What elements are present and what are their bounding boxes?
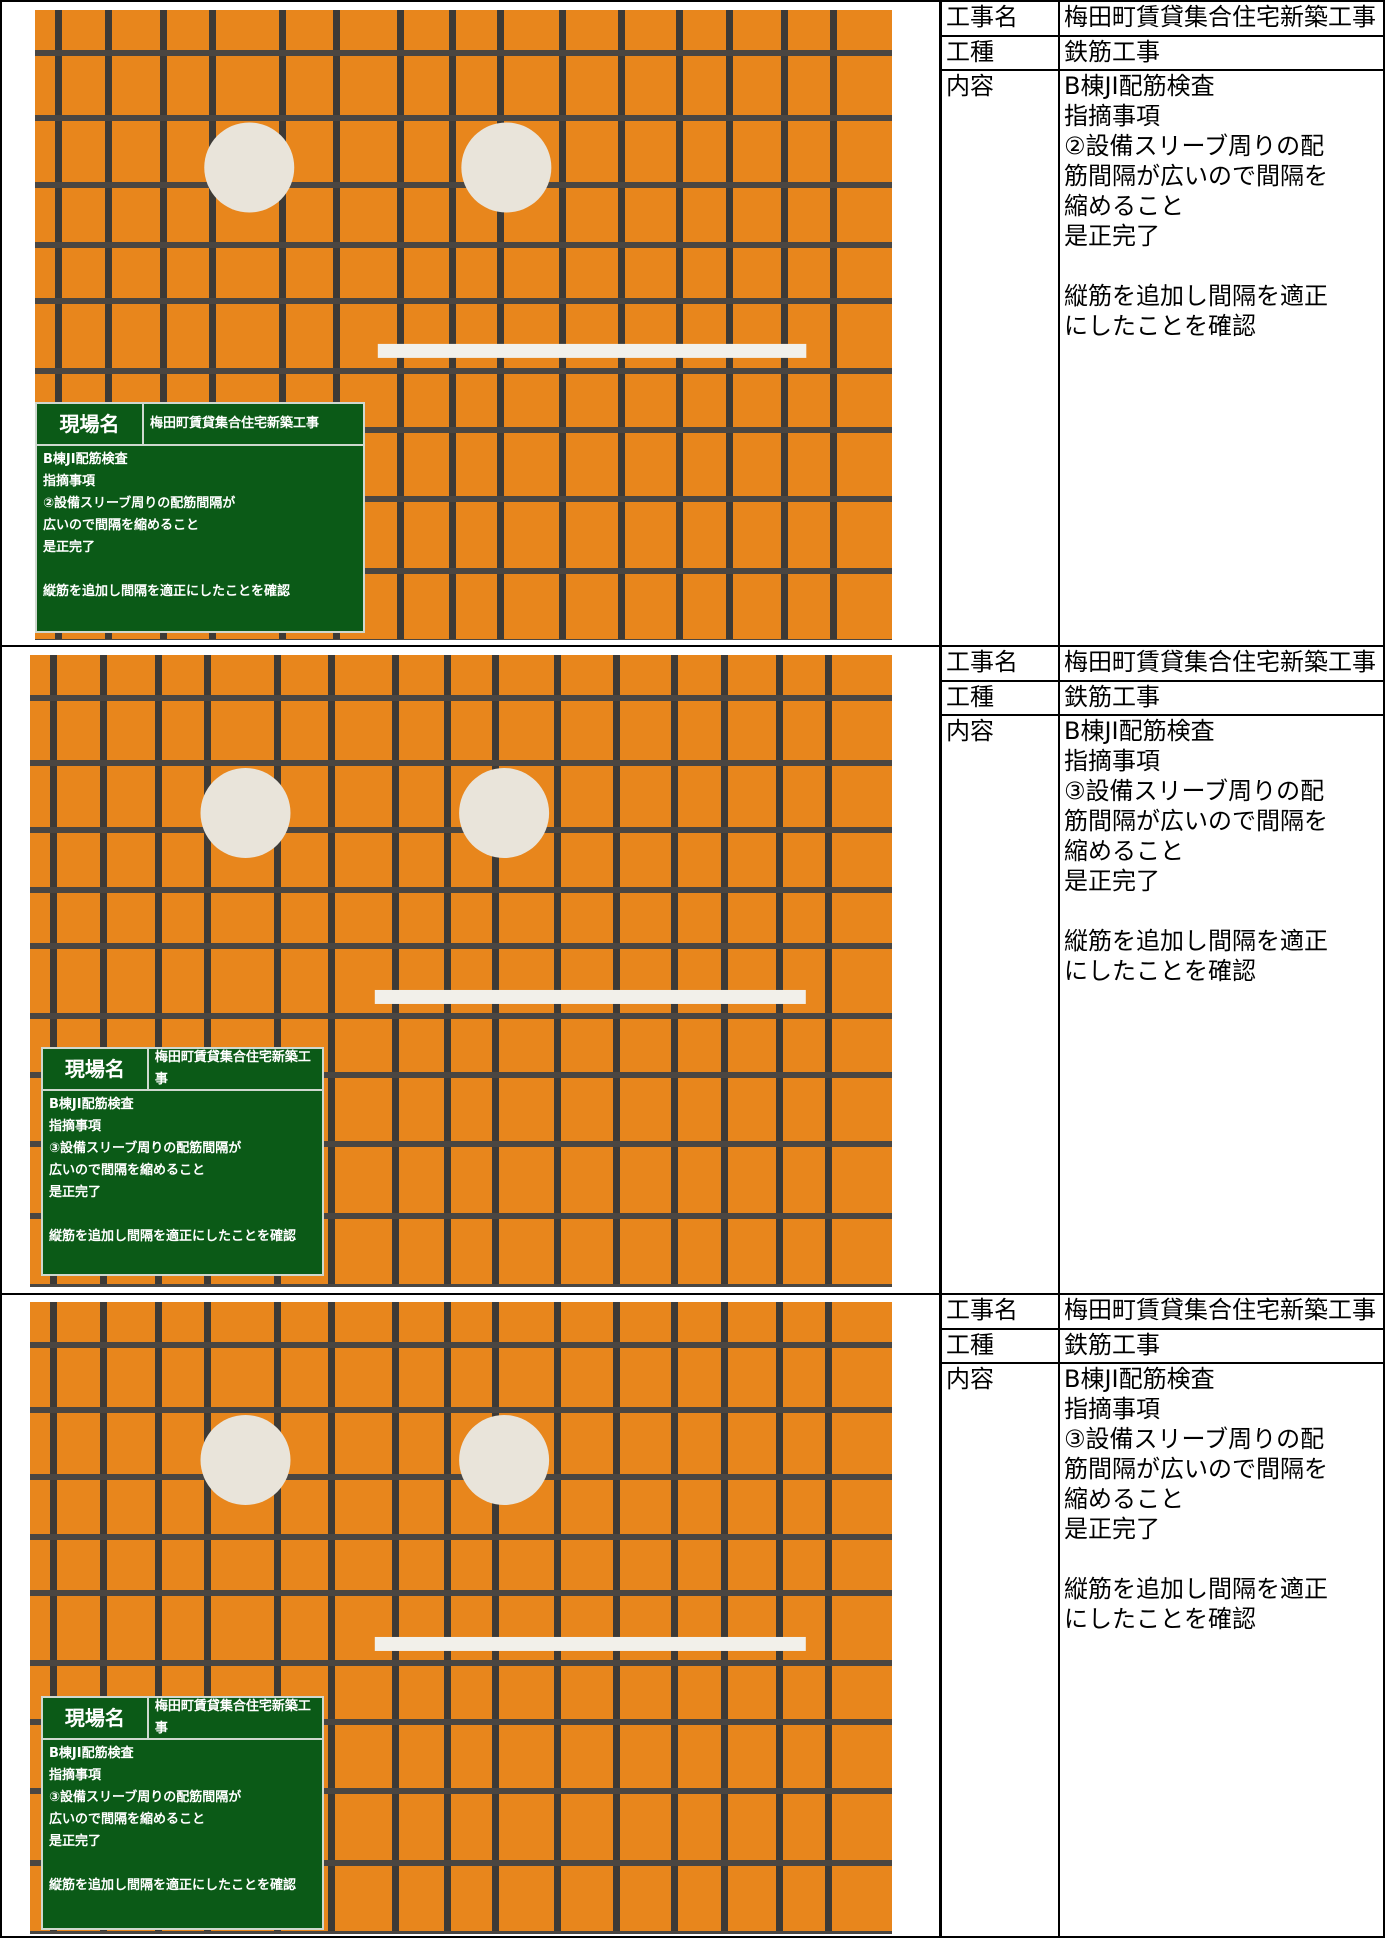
content-cell: B棟JI配筋検査 指摘事項 ③設備スリーブ周りの配 筋間隔が広いので間隔を 縮めること是… [1058,714,1385,1295]
board-line: ③設備スリーブ周りの配筋間隔が [49,1141,242,1156]
content-line: 縦筋を追加し間隔を適正 [1064,927,1328,955]
value-cell: 鉄筋工事 [1058,1328,1385,1364]
content-line: 縮めること [1064,192,1184,220]
content-note: 縦筋を追加し間隔を適正 にしたことを確認 [1064,926,1379,986]
board-site-name: 梅田町賃貸集合住宅新築工事 [154,1050,311,1087]
label-cell: 工種 [940,35,1060,71]
content-note: 縦筋を追加し間隔を適正 にしたことを確認 [1064,281,1379,341]
content-line: 筋間隔が広いので間隔を [1064,162,1328,190]
content-line: 指摘事項 [1064,1395,1160,1423]
board-line: 指摘事項 [43,474,96,489]
board-note: 縦筋を追加し間隔を適正にしたことを確認 [49,1878,297,1893]
content-line: ②設備スリーブ周りの配 [1064,132,1325,160]
board-note: 縦筋を追加し間隔を適正にしたことを確認 [43,584,291,599]
board-line: 広いので間隔を縮めること [49,1163,206,1178]
value-cell: 鉄筋工事 [1058,35,1385,71]
board-line: 指摘事項 [49,1119,102,1134]
content-line: B棟JI配筋検査 [1064,717,1215,745]
board-site-label: 現場名 [43,1049,149,1089]
photo-board: 現場名 梅田町賃貸集合住宅新築工事 B棟JI配筋検査 指摘事項 ③設備スリーブ周りの配筋… [41,1047,324,1276]
content-line: 指摘事項 [1064,102,1160,130]
content-line: B棟JI配筋検査 [1064,72,1215,100]
board-line: 広いので間隔を縮めること [49,1812,206,1827]
label-cell: 内容 [940,69,1060,647]
value-cell: 鉄筋工事 [1058,680,1385,716]
board-site-label: 現場名 [37,404,144,444]
content-line: ③設備スリーブ周りの配 [1064,777,1325,805]
content-line: 縮めること [1064,1485,1184,1513]
content-line: にしたことを確認 [1064,1605,1256,1633]
board-line: ②設備スリーブ周りの配筋間隔が [43,496,236,511]
content-line: 縦筋を追加し間隔を適正 [1064,282,1328,310]
label-cell: 工種 [940,680,1060,716]
board-line: 是正完了 [49,1185,102,1200]
content-cell: B棟JI配筋検査 指摘事項 ③設備スリーブ周りの配 筋間隔が広いので間隔を 縮めること是… [1058,1362,1385,1938]
board-line: B棟JI配筋検査 [43,452,128,467]
content-line: 是正完了 [1064,867,1160,895]
label-cell: 工種 [940,1328,1060,1364]
board-header: 現場名 梅田町賃貸集合住宅新築工事 [43,1698,322,1740]
board-line: 広いので間隔を縮めること [43,518,200,533]
content-line: 縦筋を追加し間隔を適正 [1064,1575,1328,1603]
content-line: にしたことを確認 [1064,957,1256,985]
content-line: 是正完了 [1064,1515,1160,1543]
content-line: 筋間隔が広いので間隔を [1064,807,1328,835]
board-line: 是正完了 [49,1834,102,1849]
board-line: B棟JI配筋検査 [49,1097,134,1112]
content-cell: B棟JI配筋検査 指摘事項 ②設備スリーブ周りの配 筋間隔が広いので間隔を 縮めること是… [1058,69,1385,647]
value-cell: 梅田町賃貸集合住宅新築工事 [1058,645,1385,682]
label-cell: 内容 [940,714,1060,1295]
board-site-name: 梅田町賃貸集合住宅新築工事 [154,1699,311,1736]
content-line: 是正完了 [1064,222,1160,250]
board-site-label: 現場名 [43,1698,149,1738]
photo [30,1302,892,1934]
label-cell: 内容 [940,1362,1060,1938]
value-cell: 梅田町賃貸集合住宅新築工事 [1058,0,1385,37]
photo-board: 現場名 梅田町賃貸集合住宅新築工事 B棟JI配筋検査 指摘事項 ③設備スリーブ周りの配筋… [41,1696,324,1930]
content-line: B棟JI配筋検査 [1064,1365,1215,1393]
board-body: B棟JI配筋検査 指摘事項 ②設備スリーブ周りの配筋間隔が 広いので間隔を縮めること是… [37,446,363,606]
board-note: 縦筋を追加し間隔を適正にしたことを確認 [49,1229,297,1244]
board-line: B棟JI配筋検査 [49,1746,134,1761]
content-line: 指摘事項 [1064,747,1160,775]
content-line: ③設備スリーブ周りの配 [1064,1425,1325,1453]
board-line: 指摘事項 [49,1768,102,1783]
label-cell: 工事名 [940,0,1060,37]
content-line: にしたことを確認 [1064,312,1256,340]
board-line: 是正完了 [43,540,96,555]
content-line: 筋間隔が広いので間隔を [1064,1455,1328,1483]
content-line: 縮めること [1064,837,1184,865]
value-cell: 梅田町賃貸集合住宅新築工事 [1058,1293,1385,1330]
board-header: 現場名 梅田町賃貸集合住宅新築工事 [43,1049,322,1091]
content-note: 縦筋を追加し間隔を適正 にしたことを確認 [1064,1574,1379,1634]
board-line: ③設備スリーブ周りの配筋間隔が [49,1790,242,1805]
board-site-name: 梅田町賃貸集合住宅新築工事 [150,416,320,431]
board-body: B棟JI配筋検査 指摘事項 ③設備スリーブ周りの配筋間隔が 広いので間隔を縮めること是… [43,1091,322,1251]
board-header: 現場名 梅田町賃貸集合住宅新築工事 [37,404,363,446]
board-body: B棟JI配筋検査 指摘事項 ③設備スリーブ周りの配筋間隔が 広いので間隔を縮めること是… [43,1740,322,1900]
photo-board: 現場名 梅田町賃貸集合住宅新築工事 B棟JI配筋検査 指摘事項 ②設備スリーブ周りの配筋… [35,402,365,633]
label-cell: 工事名 [940,645,1060,682]
label-cell: 工事名 [940,1293,1060,1330]
